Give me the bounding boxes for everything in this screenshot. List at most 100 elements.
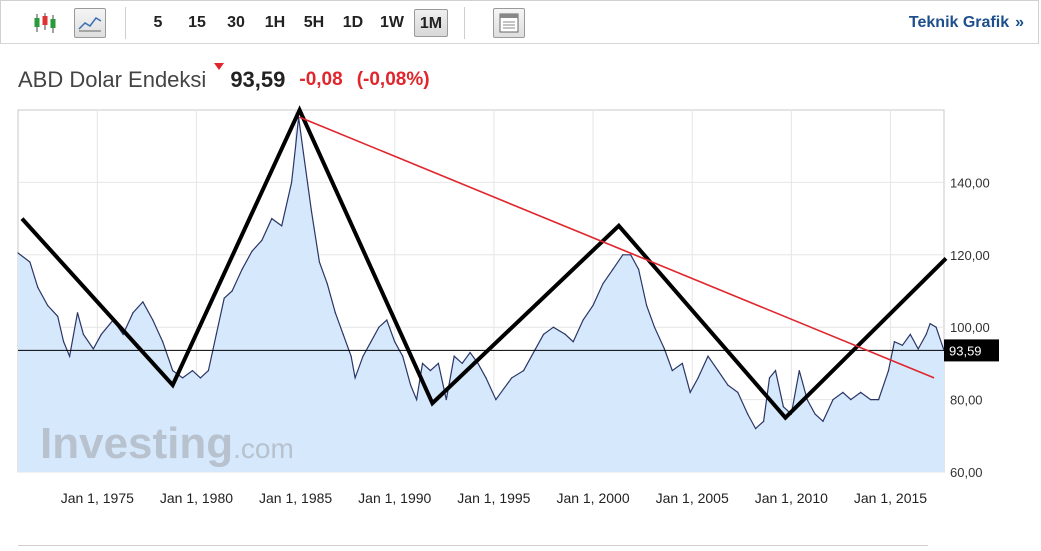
data-point [261, 239, 263, 241]
layout-icon[interactable] [493, 8, 525, 38]
data-point [671, 370, 673, 372]
data-point [215, 333, 217, 335]
instrument-header: ABD Dolar Endeksi 93,59 -0,08 (-0,08%) [18, 63, 430, 92]
data-point [935, 326, 937, 328]
period-1h[interactable]: 1H [264, 14, 286, 31]
period-1d[interactable]: 1D [342, 14, 364, 31]
data-point [302, 152, 305, 154]
data-point [768, 377, 771, 379]
data-point [798, 370, 800, 372]
x-tick-label: Jan 1, 1995 [457, 490, 530, 506]
period-1m[interactable]: 1M [414, 9, 448, 37]
data-point [925, 333, 927, 335]
technical-chart-link-label: Teknik Grafik [908, 14, 1010, 31]
x-tick-label: Jan 1, 1985 [259, 490, 332, 506]
data-point [445, 399, 447, 401]
x-tick-label: Jan 1, 1975 [61, 490, 134, 506]
area-chart-icon[interactable] [74, 8, 106, 38]
data-point [564, 333, 566, 335]
data-point [76, 312, 79, 314]
y-tick-label: 120,00 [950, 248, 990, 263]
data-point [47, 304, 49, 307]
x-tick-label: Jan 1, 2015 [854, 490, 927, 506]
data-point [291, 181, 293, 183]
period-15[interactable]: 15 [188, 14, 206, 31]
data-point [697, 377, 699, 379]
data-point [503, 388, 505, 390]
data-point [429, 370, 431, 372]
data-point [362, 355, 364, 357]
data-point [318, 261, 320, 263]
data-point [231, 290, 233, 292]
data-point [281, 225, 283, 227]
current-value-label: 93,59 [949, 343, 982, 358]
data-point [893, 341, 896, 343]
data-point [207, 370, 209, 372]
data-point [223, 297, 225, 299]
data-point [29, 261, 31, 263]
period-5[interactable]: 5 [153, 14, 163, 31]
y-tick-label: 140,00 [950, 175, 990, 190]
data-point [630, 254, 632, 256]
data-point [416, 399, 418, 401]
x-tick-label: Jan 1, 2010 [755, 490, 828, 506]
data-point [646, 304, 648, 307]
data-point [152, 319, 154, 321]
data-point [162, 341, 164, 343]
price-change-percent: (-0,08%) [356, 68, 430, 90]
data-point [63, 341, 65, 343]
data-point [370, 341, 372, 343]
data-point [929, 323, 931, 325]
toolbar-separator [125, 7, 126, 39]
data-point [727, 384, 729, 386]
data-point [622, 254, 624, 256]
price-change: -0,08 [299, 68, 343, 90]
data-point [653, 326, 656, 328]
data-point [469, 351, 471, 354]
x-tick-label: Jan 1, 1980 [160, 490, 233, 506]
technical-chart-link[interactable]: Teknik Grafik » [909, 14, 1024, 32]
data-point [717, 370, 719, 372]
data-point [747, 413, 749, 415]
navigator-strip [18, 545, 928, 551]
chart-toolbar: 5 15 30 1H 5H 1D 1W 1M Teknik Grafik » [0, 0, 1039, 44]
data-point [842, 391, 844, 393]
data-point [271, 218, 273, 220]
data-point [310, 210, 313, 212]
toolbar-separator [464, 7, 465, 39]
data-point [737, 391, 739, 393]
data-point [901, 344, 904, 346]
data-point [37, 286, 39, 288]
data-point [774, 370, 777, 372]
data-point [386, 319, 388, 321]
data-point [378, 326, 380, 328]
data-point [241, 268, 243, 270]
period-5h[interactable]: 5H [303, 14, 325, 31]
data-point [511, 377, 513, 379]
data-point [410, 384, 412, 386]
data-point [394, 341, 396, 343]
period-30[interactable]: 30 [227, 14, 245, 31]
data-point [251, 250, 253, 252]
data-point [755, 428, 757, 430]
data-point [485, 377, 487, 379]
double-chevron-right-icon: » [1015, 14, 1024, 31]
data-point [69, 355, 71, 357]
period-1w[interactable]: 1W [380, 14, 404, 31]
data-point [523, 370, 525, 372]
data-point [421, 362, 424, 364]
data-point [172, 370, 174, 372]
data-point [453, 355, 455, 357]
data-point [295, 145, 297, 147]
data-point [832, 399, 834, 401]
data-point [132, 312, 134, 314]
data-point [100, 333, 102, 335]
data-point [612, 268, 614, 270]
candlestick-icon[interactable] [29, 8, 61, 38]
data-point [860, 391, 862, 393]
data-point [917, 348, 919, 350]
data-point [461, 362, 463, 364]
data-point [638, 268, 640, 270]
data-point [707, 355, 709, 357]
